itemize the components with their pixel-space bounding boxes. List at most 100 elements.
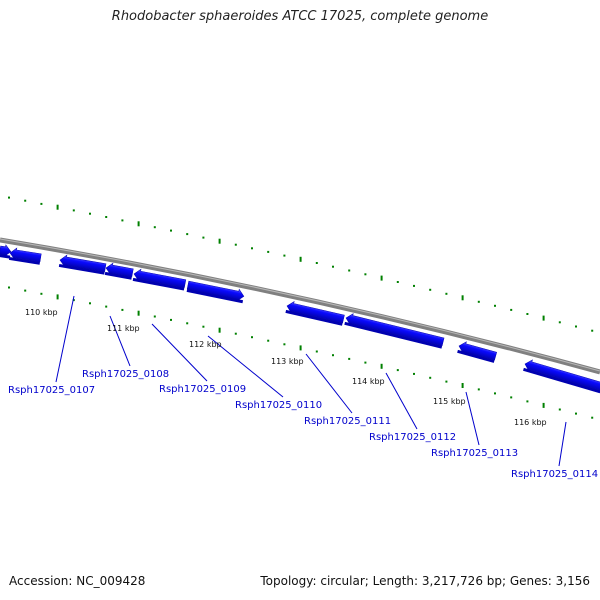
gene-label[interactable]: Rsph17025_0112 (369, 432, 456, 443)
tick-label: 111 kbp (107, 324, 140, 333)
inner-gc-mark (364, 361, 367, 364)
outer-gc-mark (153, 226, 156, 229)
outer-gc-mark (72, 209, 75, 212)
gene-arrow (104, 262, 134, 280)
tick-label: 114 kbp (352, 377, 385, 386)
gene-arrow (523, 359, 600, 394)
outer-gc-mark (105, 216, 108, 218)
inner-gc-mark (72, 299, 75, 302)
inner-gc-mark (40, 292, 43, 295)
gene-arrow (344, 313, 445, 349)
gene-label[interactable]: Rsph17025_0109 (159, 384, 246, 395)
outer-gc-mark (121, 219, 124, 222)
outer-gc-mark (575, 325, 577, 328)
outer-gc-mark (170, 229, 172, 232)
label-leader (385, 372, 418, 430)
gene-arrow (58, 254, 107, 275)
inner-gc-mark (137, 310, 140, 316)
tick-label: 112 kbp (189, 340, 222, 349)
gene-label[interactable]: Rsph17025_0110 (235, 400, 322, 411)
inner-gc-mark (105, 305, 108, 308)
inner-gc-mark (267, 339, 270, 342)
inner-gc-mark (251, 336, 253, 339)
inner-gc-mark (477, 388, 480, 391)
gene-label[interactable]: Rsph17025_0114 (511, 469, 598, 480)
inner-gc-mark (8, 286, 10, 289)
map-title: Rhodobacter sphaeroides ATCC 17025, comp… (111, 9, 489, 24)
genome-backbone-highlight (0, 238, 600, 372)
gene-label[interactable]: Rsph17025_0107 (8, 385, 95, 396)
label-leader (465, 391, 480, 446)
inner-gc-mark (542, 402, 545, 408)
accession-text: Accession: NC_009428 (9, 574, 146, 588)
outer-gc-mark (494, 304, 496, 307)
inner-gc-mark (348, 357, 351, 360)
tick-labels: 110 kbp 111 kbp 112 kbp 113 kbp 114 kbp 115 k… (25, 308, 547, 427)
inner-gc-mark (494, 392, 496, 395)
outer-gc-mark (510, 308, 513, 311)
outer-gc-mark (234, 243, 237, 246)
label-leader (109, 315, 131, 367)
label-leaders (55, 295, 567, 467)
inner-gc-mark (461, 383, 464, 388)
gene-label[interactable]: Rsph17025_0111 (304, 416, 391, 427)
tick-label: 115 kbp (433, 397, 466, 406)
outer-gc-mark (429, 288, 432, 291)
gene-label[interactable]: Rsph17025_0108 (82, 369, 169, 380)
outer-gc-mark (202, 236, 205, 239)
outer-gc-track (8, 196, 594, 332)
outer-gc-mark (445, 292, 448, 295)
inner-gc-mark (510, 396, 513, 399)
tick-label: 116 kbp (514, 418, 547, 427)
gene-arrow (0, 244, 12, 259)
label-leader (207, 335, 284, 398)
outer-gc-mark (218, 238, 221, 244)
inner-gc-mark (186, 322, 189, 325)
outer-gc-mark (251, 247, 253, 250)
gene-arrow (186, 280, 245, 304)
outer-gc-mark (315, 262, 318, 264)
outer-gc-mark (396, 281, 399, 283)
outer-gc-mark (89, 212, 91, 215)
label-leader (558, 421, 567, 467)
inner-gc-track (8, 286, 594, 419)
outer-gc-mark (8, 196, 10, 199)
outer-gc-mark (186, 233, 189, 236)
inner-gc-mark (413, 372, 415, 375)
genome-backbone (0, 237, 600, 375)
genome-summary-text: Topology: circular; Length: 3,217,726 bp… (260, 574, 590, 588)
gene-track (0, 244, 600, 394)
inner-gc-mark (234, 332, 237, 335)
inner-gc-mark (299, 345, 302, 351)
gene-arrow (132, 268, 187, 291)
outer-gc-mark (283, 254, 286, 257)
outer-gc-mark (267, 250, 270, 253)
outer-gc-mark (348, 269, 351, 272)
outer-gc-mark (24, 199, 27, 202)
outer-gc-mark (477, 300, 480, 303)
inner-gc-mark (380, 363, 383, 369)
inner-gc-mark (332, 354, 334, 357)
outer-gc-mark (364, 273, 367, 276)
outer-gc-mark (137, 221, 140, 227)
outer-gc-mark (332, 265, 334, 268)
gene-arrow (285, 300, 345, 326)
gene-label[interactable]: Rsph17025_0113 (431, 448, 518, 459)
outer-gc-mark (56, 204, 59, 210)
inner-gc-mark (202, 325, 205, 328)
gene-labels: Rsph17025_0107 Rsph17025_0108 Rsph17025_01… (8, 369, 598, 480)
inner-gc-mark (24, 289, 27, 292)
inner-gc-mark (526, 400, 529, 403)
inner-gc-mark (170, 318, 172, 321)
gene-arrow (8, 247, 42, 265)
inner-gc-mark (283, 343, 286, 346)
inner-gc-mark (315, 350, 318, 353)
outer-gc-mark (542, 315, 545, 321)
inner-gc-mark (591, 416, 594, 419)
inner-gc-mark (575, 412, 577, 415)
inner-gc-mark (218, 327, 221, 333)
label-leader (55, 295, 75, 383)
inner-gc-mark (56, 294, 59, 300)
inner-gc-mark (558, 408, 561, 411)
